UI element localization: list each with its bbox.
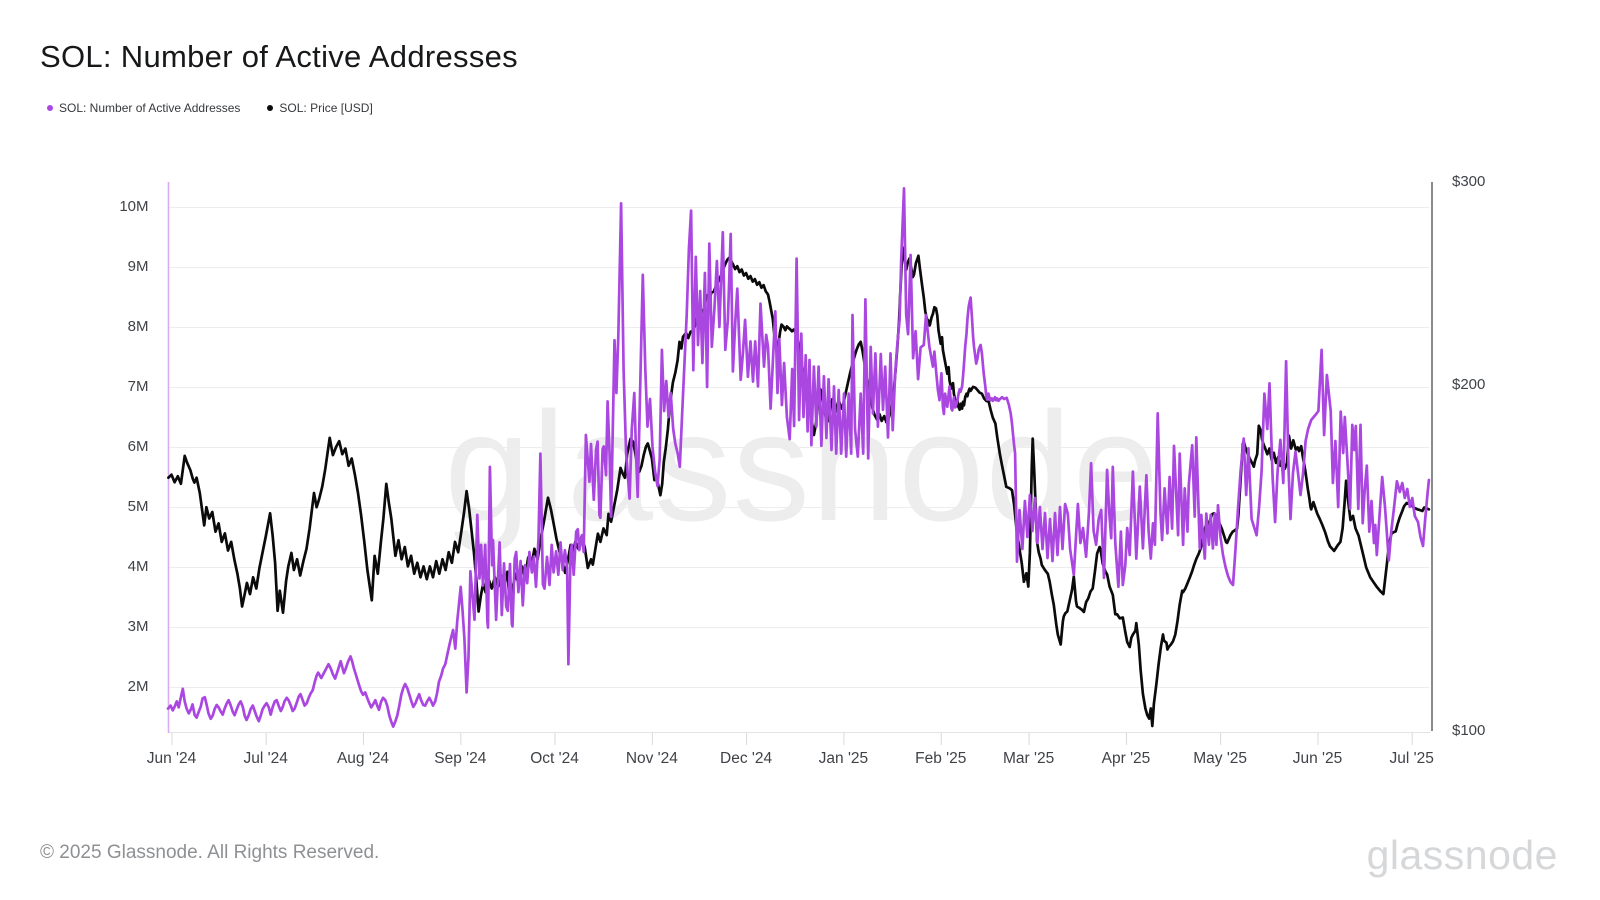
x-tick-label: May '25	[1193, 750, 1248, 767]
chart-legend: SOL: Number of Active Addresses SOL: Pri…	[47, 101, 400, 115]
glassnode-logo: glassnode	[1366, 832, 1558, 878]
y-right-tick-label: $200	[1452, 375, 1486, 393]
x-tick-label: Jan '25	[818, 750, 869, 767]
legend-label-price: SOL: Price [USD]	[279, 101, 373, 115]
x-tick-label: Sep '24	[434, 750, 487, 767]
page-title: SOL: Number of Active Addresses	[40, 39, 518, 74]
x-tick-label: Feb '25	[915, 750, 967, 767]
y-left-tick-label: 5M	[127, 498, 149, 515]
y-left-tick-label: 9M	[127, 258, 149, 275]
x-tick-label: Oct '24	[530, 750, 579, 767]
x-tick-marks	[171, 733, 1413, 745]
x-tick-label: Aug '24	[336, 750, 390, 767]
axis-lines	[167, 182, 1433, 733]
x-tick-label: Jun '24	[146, 750, 197, 767]
legend-label-active-addresses: SOL: Number of Active Addresses	[59, 101, 241, 115]
y-right-tick-label: $100	[1452, 721, 1486, 739]
x-tick-label: Apr '25	[1101, 750, 1151, 767]
active-addresses-line-series[interactable]	[166, 187, 1431, 728]
y-left-tick-label: 10M	[119, 198, 149, 215]
y-left-tick-label: 4M	[127, 558, 149, 575]
y-left-tick-label: 2M	[127, 678, 149, 695]
y-right-tick-label: $300	[1452, 173, 1486, 190]
x-tick-label: Mar '25	[1003, 750, 1055, 767]
legend-item-price[interactable]: SOL: Price [USD]	[267, 101, 373, 115]
gridlines	[169, 207, 1429, 688]
legend-dot-price-icon	[267, 105, 274, 111]
legend-item-active-addresses[interactable]: SOL: Number of Active Addresses	[47, 101, 240, 115]
legend-dot-active-addresses-icon	[47, 105, 53, 111]
y-left-tick-label: 8M	[127, 318, 149, 335]
y-left-tick-label: 6M	[127, 438, 149, 455]
y-left-tick-label: 7M	[127, 378, 149, 395]
x-tick-label: Nov '24	[625, 750, 678, 767]
y-left-tick-label: 3M	[127, 618, 149, 635]
footer-copyright: © 2025 Glassnode. All Rights Reserved.	[40, 842, 380, 863]
x-tick-label: Jun '25	[1292, 750, 1343, 767]
x-tick-label: Jul '25	[1389, 750, 1434, 767]
x-tick-label: Jul '24	[243, 750, 288, 767]
x-tick-label: Dec '24	[720, 750, 773, 767]
